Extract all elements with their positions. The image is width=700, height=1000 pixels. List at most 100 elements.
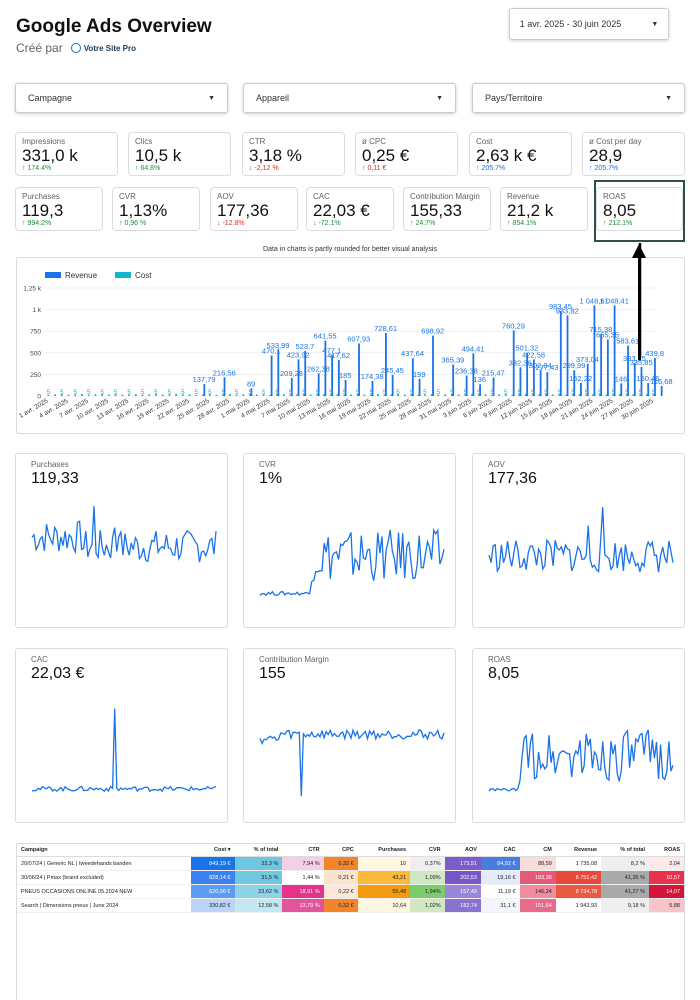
revenue-bar [290, 377, 293, 396]
cost-data-label: 5 [114, 390, 118, 396]
revenue-bar [358, 343, 360, 396]
cost-bar [370, 394, 373, 396]
kpi-delta: ↑ 994.2% [22, 220, 52, 227]
mini-chart-value: 22,03 € [31, 665, 85, 682]
cost-bar [538, 394, 541, 396]
kpi-label: Purchases [22, 192, 60, 201]
table-cell: 1,94% [410, 884, 445, 899]
cost-bar [316, 394, 319, 396]
revenue-data-label: 116,68 [650, 377, 672, 386]
revenue-data-label: 216,56 [213, 368, 236, 377]
date-range-picker[interactable]: 1 avr. 2025 - 30 juin 2025 ▼ [509, 8, 669, 40]
filter-country[interactable]: Pays/Territoire ▼ [472, 83, 685, 113]
cost-data-label: 5 [181, 390, 185, 396]
cost-bar [60, 394, 63, 396]
revenue-bar [277, 349, 280, 396]
revenue-data-label: 422,58 [522, 350, 545, 359]
filter-campaign[interactable]: Campagne ▼ [15, 83, 228, 113]
cost-data-label: 5 [571, 390, 575, 396]
kpi-label: CAC [313, 192, 330, 201]
revenue-data-label: 501,32 [515, 344, 538, 353]
cost-data-label: 5 [477, 390, 481, 396]
cost-data-label: 5 [222, 390, 226, 396]
kpi-label: Clics [135, 137, 153, 146]
mini-chart-value: 8,05 [488, 665, 520, 682]
cost-bar [612, 394, 615, 396]
table-cell: 10,64 [357, 898, 411, 913]
revenue-bar [606, 339, 609, 396]
cost-data-label: 5 [410, 390, 414, 396]
logo-icon [70, 43, 81, 53]
table-cell: 1 943,93 [555, 898, 602, 913]
kpi-card-contribution-margin: Contribution Margin 155,33 ↑ 24.7% [403, 187, 491, 231]
cost-bar [424, 394, 426, 396]
cost-bar [585, 394, 588, 396]
revenue-bar [223, 377, 226, 396]
cost-bar [565, 394, 568, 396]
table-cell: 0,32 € [323, 856, 358, 871]
revenue-bar [385, 333, 387, 396]
revenue-data-label: 641,55 [314, 332, 337, 341]
revenue-bar [512, 330, 515, 396]
table-cell: 7,94 % [282, 856, 324, 871]
cost-data-label: 5 [450, 390, 454, 396]
table-row[interactable]: PNEUS OCCASIONS ONLINE 05.2024 NEW 620,96… [17, 884, 684, 899]
cost-data-label: 5 [625, 390, 629, 396]
kpi-value: 177,36 [217, 201, 269, 220]
revenue-data-label: 423,92 [287, 350, 310, 359]
cost-bar [329, 394, 332, 396]
revenue-bar [573, 370, 576, 396]
cost-bar [430, 394, 433, 396]
cost-data-label: 5 [383, 390, 387, 396]
column-header[interactable]: Cost ▾ [191, 844, 235, 857]
revenue-data-label: 1 048,41 [600, 296, 629, 305]
cost-data-label: 5 [639, 390, 643, 396]
cost-bar [181, 394, 184, 396]
table-row[interactable]: Search | Dimensions pneus | June 2024 330… [17, 898, 684, 913]
kpi-delta: ↑ 24.7% [410, 220, 436, 227]
revenue-bar [660, 385, 663, 396]
revenue-bar [620, 383, 623, 396]
table-row[interactable]: 30/06/24 | Pmax (brand excluded) 828,14 €… [17, 870, 684, 885]
kpi-card-clics: Clics 10,5 k ↑ 64.8% [128, 132, 231, 176]
revenue-bar [586, 363, 589, 396]
table-cell: 18,91 % [282, 884, 324, 899]
table-cell: 14,07 [648, 884, 684, 899]
cost-data-label: 5 [423, 390, 427, 396]
page-title: Google Ads Overview [16, 16, 212, 37]
table-row[interactable]: 20/07/24 | Generic NL | tweedehands band… [17, 856, 684, 871]
cost-bar [484, 394, 487, 396]
revenue-bar [452, 364, 455, 396]
kpi-delta: ↑ 0,96 % [119, 220, 147, 227]
table-cell: 30/06/24 | Pmax (brand excluded) [17, 870, 192, 885]
table-cell: 8 751,42 [555, 870, 602, 885]
filter-device[interactable]: Appareil ▼ [243, 83, 456, 113]
revenue-bar [472, 353, 475, 396]
revenue-bar [539, 369, 542, 396]
kpi-value: 0,25 € [362, 146, 410, 165]
revenue-bar [337, 359, 340, 396]
cost-bar [531, 394, 534, 396]
cost-data-label: 5 [208, 390, 212, 396]
mini-chart-label: ROAS [488, 655, 511, 664]
kpi-card--cost-per-day: ø Cost per day 28,9 ↑ 205.7% [582, 132, 685, 176]
cost-bar [417, 394, 420, 396]
cost-data-label: 5 [437, 390, 441, 396]
cost-bar [545, 393, 547, 396]
table-cell: 88,59 [519, 856, 556, 871]
revenue-data-label: 174,38 [361, 372, 384, 381]
kpi-label: ø CPC [362, 137, 386, 146]
revenue-bar [250, 388, 253, 396]
cost-bar [161, 394, 164, 396]
mini-chart-card-aov: AOV 177,36 [472, 453, 685, 628]
chevron-down-icon: ▼ [651, 20, 659, 28]
cost-bar [444, 394, 447, 396]
revenue-data-label: 437,64 [401, 349, 424, 358]
revenue-data-label: 299,99 [562, 361, 585, 370]
cost-bar [343, 394, 346, 396]
table-cell: 11,19 € [480, 884, 520, 899]
revenue-bar [566, 315, 569, 396]
kpi-label: ø Cost per day [589, 137, 642, 146]
column-header: CAC [480, 844, 520, 857]
table-cell: 2,04 [648, 856, 684, 871]
